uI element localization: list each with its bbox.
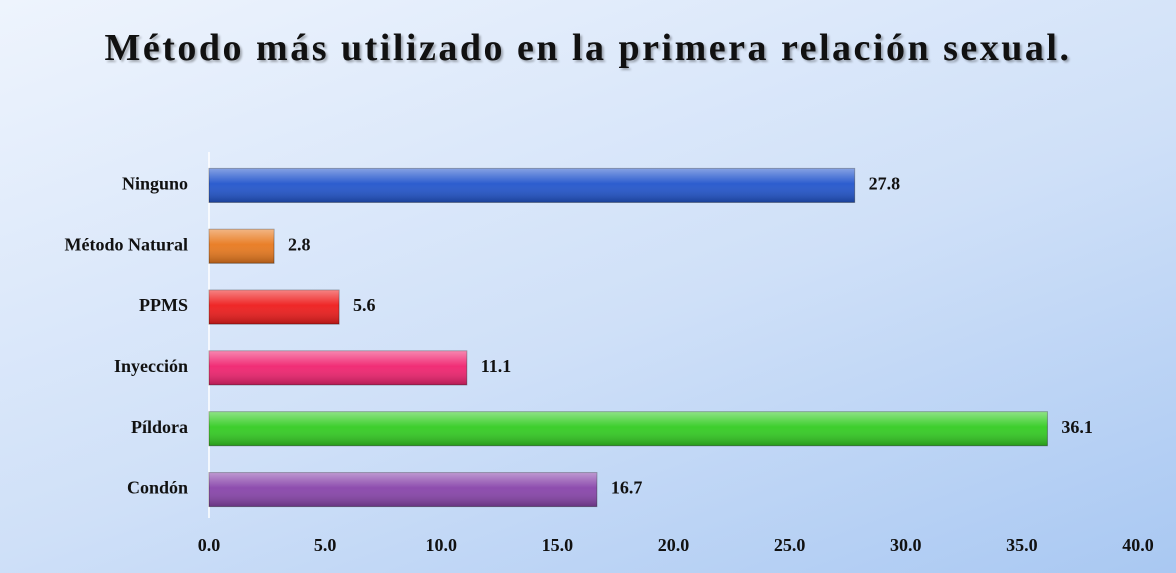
x-tick-label: 35.0 <box>1006 535 1038 555</box>
data-label: 5.6 <box>353 295 376 315</box>
data-label: 36.1 <box>1061 417 1093 437</box>
bar-shine <box>209 350 467 385</box>
bar-shine <box>209 168 855 203</box>
bar-shine <box>209 472 597 507</box>
y-tick-label: Ninguno <box>122 174 188 194</box>
y-tick-label: Condón <box>127 478 188 498</box>
data-label: 2.8 <box>288 234 311 254</box>
y-tick-label: PPMS <box>139 295 188 315</box>
data-label: 11.1 <box>481 356 512 376</box>
x-tick-label: 40.0 <box>1122 535 1154 555</box>
y-tick-label: Píldora <box>131 417 188 437</box>
bar-shine <box>209 411 1048 446</box>
chart-title: Método más utilizado en la primera relac… <box>104 27 1072 69</box>
x-tick-label: 25.0 <box>774 535 806 555</box>
x-tick-label: 10.0 <box>426 535 458 555</box>
x-tick-label: 20.0 <box>658 535 690 555</box>
x-tick-label: 15.0 <box>542 535 574 555</box>
bar-shine <box>209 290 340 325</box>
data-label: 16.7 <box>611 478 643 498</box>
y-tick-label: Método Natural <box>65 234 188 254</box>
x-tick-label: 30.0 <box>890 535 922 555</box>
x-tick-label: 0.0 <box>198 535 221 555</box>
data-label: 27.8 <box>869 174 901 194</box>
y-tick-label: Inyección <box>114 356 188 376</box>
x-tick-label: 5.0 <box>314 535 337 555</box>
bar-shine <box>209 229 275 264</box>
